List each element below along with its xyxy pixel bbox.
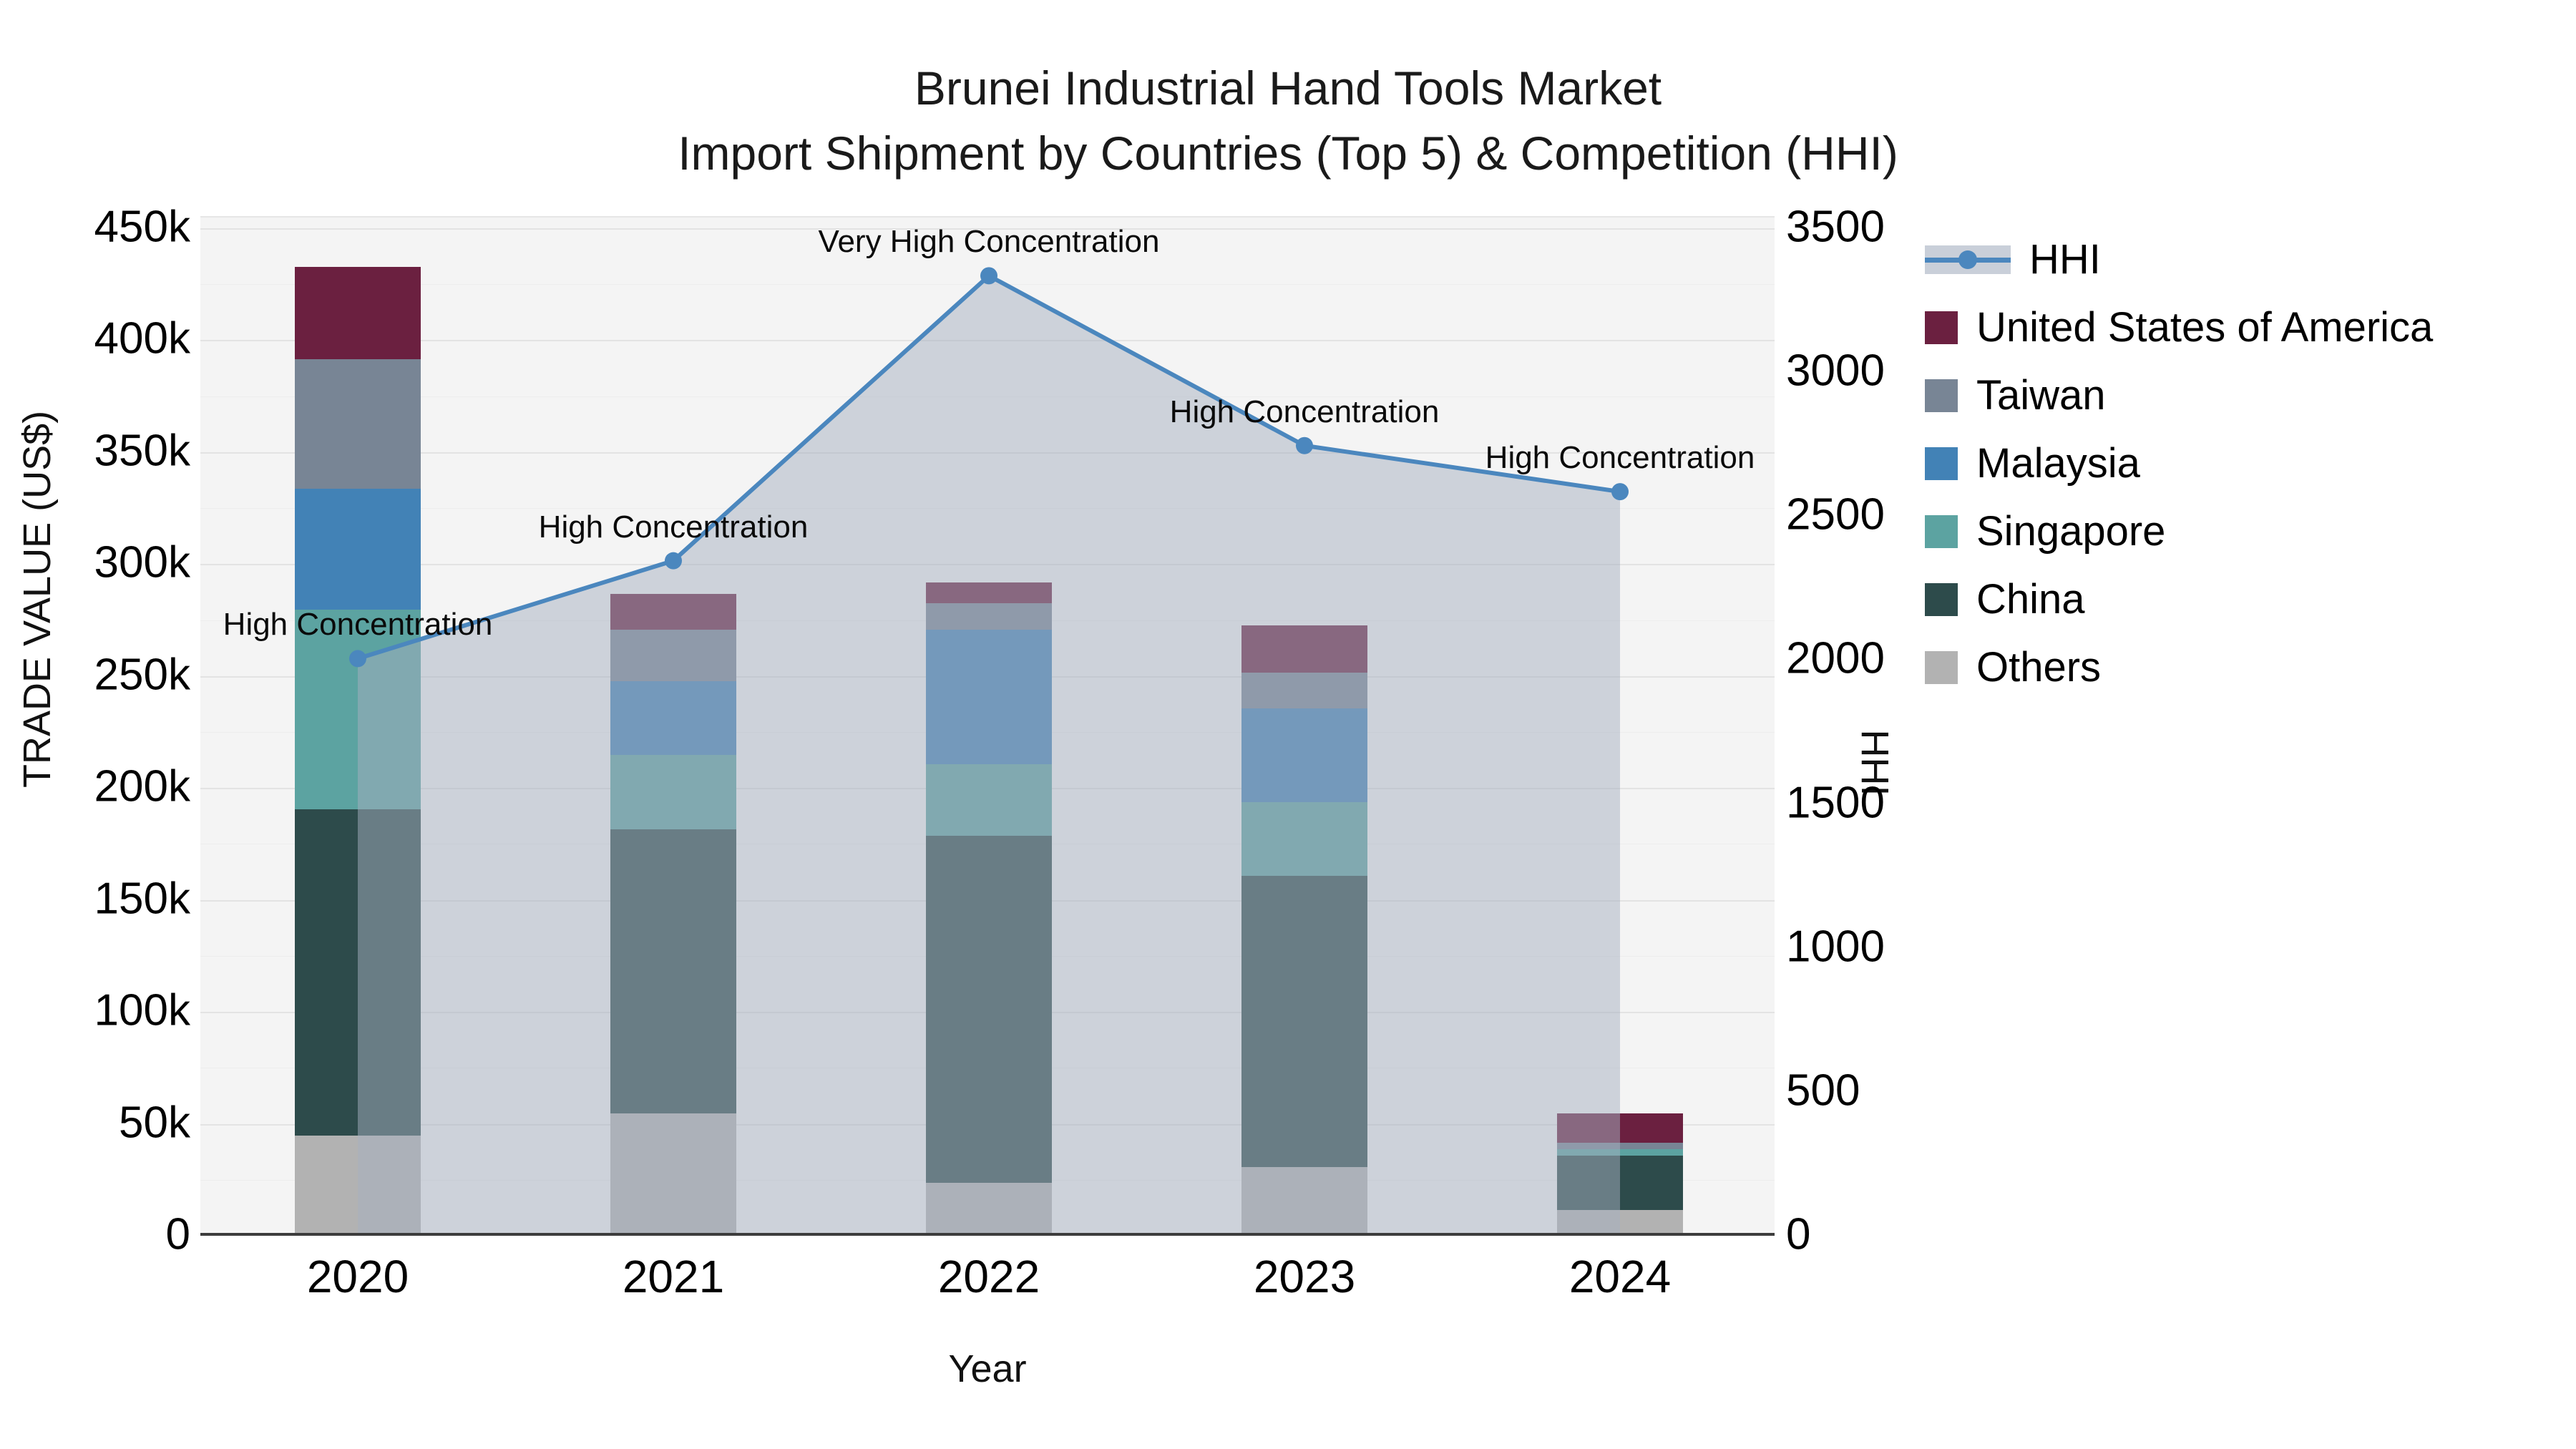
gridline xyxy=(200,228,1775,230)
x-axis-tick-2020: 2020 xyxy=(306,1251,409,1302)
x-axis-tick-2024: 2024 xyxy=(1568,1251,1672,1302)
y2-axis-tick-0: 0 xyxy=(1786,1209,1811,1259)
annotation-2022: Very High Concentration xyxy=(818,224,1160,260)
chart-title: Brunei Industrial Hand Tools Market Impo… xyxy=(0,56,2576,186)
legend-item-china[interactable]: China xyxy=(1925,565,2555,633)
hhi-marker-2020[interactable] xyxy=(349,650,366,668)
legend-label: Malaysia xyxy=(1976,440,2140,487)
legend-swatch-icon xyxy=(1925,311,1958,344)
legend-label: HHI xyxy=(2029,236,2101,283)
annotation-2021: High Concentration xyxy=(538,509,809,545)
legend-swatch-icon xyxy=(1925,582,1958,616)
chart-title-line1: Brunei Industrial Hand Tools Market xyxy=(914,62,1662,114)
y2-axis-tick-3000: 3000 xyxy=(1786,346,1885,396)
hhi-marker-2024[interactable] xyxy=(1611,483,1629,501)
annotation-2023: High Concentration xyxy=(1169,394,1440,429)
hhi-marker-2023[interactable] xyxy=(1296,436,1313,454)
y-axis-tick-250k: 250k xyxy=(94,650,190,700)
legend-label: Taiwan xyxy=(1976,372,2106,419)
x-axis-tick-2022: 2022 xyxy=(937,1251,1040,1302)
legend-item-united-states-of-america[interactable]: United States of America xyxy=(1925,293,2555,361)
bar-segment-taiwan-2020[interactable] xyxy=(295,358,421,489)
y2-axis-tick-2500: 2500 xyxy=(1786,489,1885,540)
legend-item-taiwan[interactable]: Taiwan xyxy=(1925,361,2555,429)
hhi-area-fill xyxy=(358,275,1620,1235)
hhi-legend-swatch-icon xyxy=(1925,245,2011,274)
y2-axis-tick-3500: 3500 xyxy=(1786,202,1885,252)
legend-item-singapore[interactable]: Singapore xyxy=(1925,497,2555,565)
hhi-legend-dot xyxy=(1958,250,1977,269)
y-axis-tick-350k: 350k xyxy=(94,426,190,476)
y-axis-tick-400k: 400k xyxy=(94,313,190,364)
y-axis-tick-200k: 200k xyxy=(94,761,190,811)
y2-axis-tick-1500: 1500 xyxy=(1786,778,1885,828)
bar-segment-united-states-of-america-2020[interactable] xyxy=(295,267,421,359)
hhi-marker-2022[interactable] xyxy=(980,267,997,285)
legend-swatch-icon xyxy=(1925,514,1958,548)
chart-title-line2: Import Shipment by Countries (Top 5) & C… xyxy=(678,127,1898,180)
y-axis-tick-300k: 300k xyxy=(94,537,190,587)
legend-item-malaysia[interactable]: Malaysia xyxy=(1925,429,2555,497)
legend-label: Singapore xyxy=(1976,508,2166,555)
legend-item-hhi[interactable]: HHI xyxy=(1925,225,2555,293)
legend-swatch-icon xyxy=(1925,379,1958,412)
legend-label: Others xyxy=(1976,644,2102,691)
x-axis-line xyxy=(200,1233,1775,1236)
hhi-marker-2021[interactable] xyxy=(665,552,682,570)
y2-axis-tick-2000: 2000 xyxy=(1786,633,1885,683)
legend: HHI United States of America Taiwan Malaysi… xyxy=(1925,225,2555,701)
legend-swatch-icon xyxy=(1925,650,1958,684)
x-axis-tick-2021: 2021 xyxy=(622,1251,725,1302)
bar-segment-malaysia-2020[interactable] xyxy=(295,489,421,610)
legend-swatch-icon xyxy=(1925,447,1958,480)
annotation-2024: High Concentration xyxy=(1485,440,1755,476)
annotation-2020: High Concentration xyxy=(223,607,493,643)
x-axis-title: Year xyxy=(948,1347,1027,1390)
legend-item-others[interactable]: Others xyxy=(1925,633,2555,701)
legend-label: United States of America xyxy=(1976,304,2434,351)
y2-axis-tick-500: 500 xyxy=(1786,1065,1860,1116)
y2-axis-tick-1000: 1000 xyxy=(1786,922,1885,972)
y-axis-tick-100k: 100k xyxy=(94,985,190,1035)
y-axis-tick-150k: 150k xyxy=(94,874,190,924)
y-axis-tick-0: 0 xyxy=(165,1209,190,1259)
y-axis-tick-50k: 50k xyxy=(119,1098,190,1148)
legend-label: China xyxy=(1976,576,2085,623)
x-axis-tick-2023: 2023 xyxy=(1253,1251,1356,1302)
y-axis-tick-450k: 450k xyxy=(94,202,190,252)
